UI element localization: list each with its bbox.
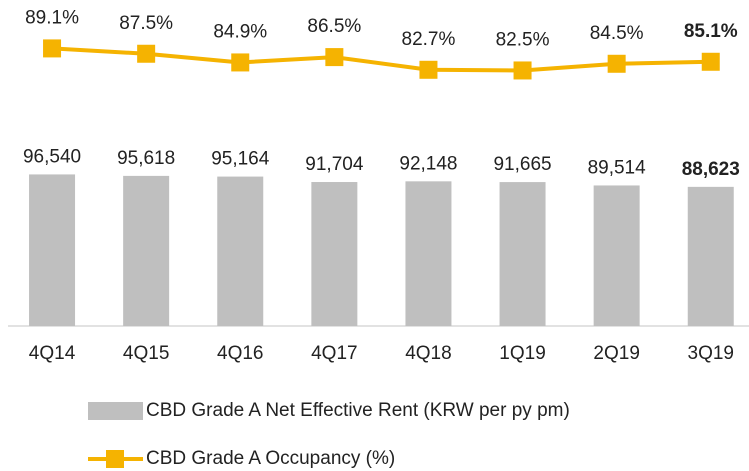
marker [701,52,720,71]
bar [311,182,358,326]
marker [513,61,532,80]
x-tick-label: 2Q19 [593,343,639,364]
x-tick-label: 1Q19 [499,343,545,364]
bar [217,176,264,326]
bar [405,181,452,326]
legend-label: CBD Grade A Net Effective Rent (KRW per … [146,400,570,421]
data-label: 95,164 [211,149,270,170]
line [51,46,711,73]
legend-label: CBD Grade A Occupancy (%) [146,448,395,469]
data-label: 89.1% [25,7,79,28]
data-label: 84.5% [590,23,644,44]
marker [231,53,250,72]
data-label: 91,665 [493,154,551,175]
marker [43,39,62,58]
x-tick-label: 4Q15 [123,343,169,364]
data-label: 92,148 [399,153,457,174]
bar [29,174,76,326]
data-label: 95,618 [117,148,175,169]
marker [419,60,438,79]
data-label: 84.9% [213,21,267,42]
data-label: 91,704 [305,154,364,175]
x-tick-label: 4Q16 [217,343,263,364]
x-tick-label: 4Q18 [405,343,451,364]
legend-marker [106,450,124,468]
data-label: 86.5% [307,16,361,37]
x-tick-label: 4Q14 [29,343,76,364]
marker [325,48,344,67]
bar [593,185,640,326]
data-label: 88,623 [682,159,740,180]
data-label: 96,540 [23,146,81,167]
data-label: 89,514 [588,157,647,178]
bar [687,186,734,326]
x-tick-label: 4Q17 [311,343,357,364]
data-label: 82.5% [496,29,550,50]
marker [137,44,156,63]
data-label: 85.1% [684,21,738,42]
bar [499,182,546,326]
legend-swatch [88,402,143,420]
x-tick-label: 3Q19 [688,343,734,364]
bar [123,175,170,326]
data-label: 87.5% [119,13,173,34]
data-label: 82.7% [402,29,456,50]
marker [607,54,626,73]
